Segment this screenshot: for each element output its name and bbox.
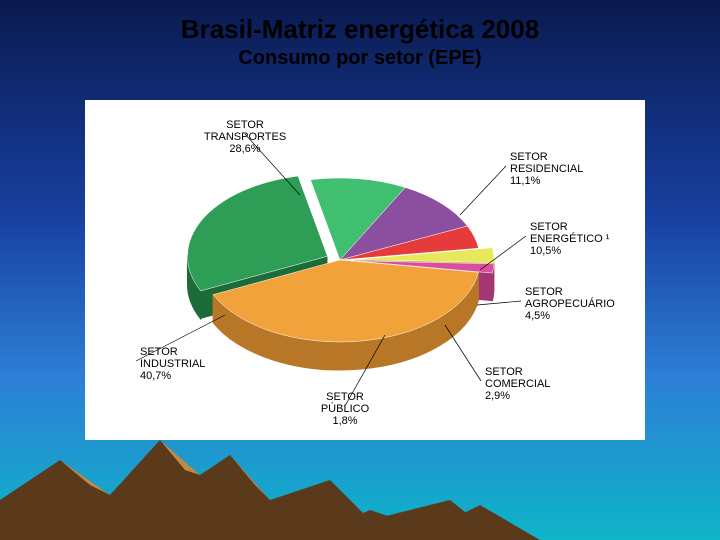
slice-label-name: SETOR [485, 366, 523, 378]
slice-label-percent: 40,7% [140, 370, 171, 382]
pie-chart: SETORTRANSPORTES28,6%SETORRESIDENCIAL11,… [85, 100, 645, 440]
slice-label-name: SETOR [510, 151, 548, 163]
slice-label-name: SETOR [326, 391, 364, 403]
slide-root: Brasil-Matriz energética 2008 Consumo po… [0, 0, 720, 540]
slice-label-name: SETOR [530, 221, 568, 233]
slide-title-block: Brasil-Matriz energética 2008 Consumo po… [0, 14, 720, 70]
slice-label-percent: 4,5% [525, 310, 550, 322]
slice-label-name: SETOR [226, 119, 264, 131]
title-sub: Consumo por setor (EPE) [0, 47, 720, 70]
slice-label-name: INDUSTRIAL [140, 358, 205, 370]
slice-label-name: SETOR [525, 286, 563, 298]
chart-panel: SETORTRANSPORTES28,6%SETORRESIDENCIAL11,… [85, 100, 645, 440]
slice-label-name: ENERGÉTICO ¹ [530, 232, 610, 245]
slice-label-name: TRANSPORTES [204, 131, 286, 143]
slice-label-percent: 11,1% [510, 175, 541, 187]
slice-label-name: COMERCIAL [485, 378, 550, 390]
title-main: Brasil-Matriz energética 2008 [0, 14, 720, 45]
slice-label-percent: 28,6% [229, 143, 260, 155]
slice-label-name: SETOR [140, 346, 178, 358]
slice-label-percent: 1,8% [332, 415, 357, 427]
slice-label-name: RESIDENCIAL [510, 163, 583, 175]
slice-label-percent: 2,9% [485, 390, 510, 402]
slice-label-name: PÚBLICO [321, 402, 370, 415]
slice-label-percent: 10,5% [530, 245, 561, 257]
slice-label-name: AGROPECUÁRIO [525, 297, 615, 310]
